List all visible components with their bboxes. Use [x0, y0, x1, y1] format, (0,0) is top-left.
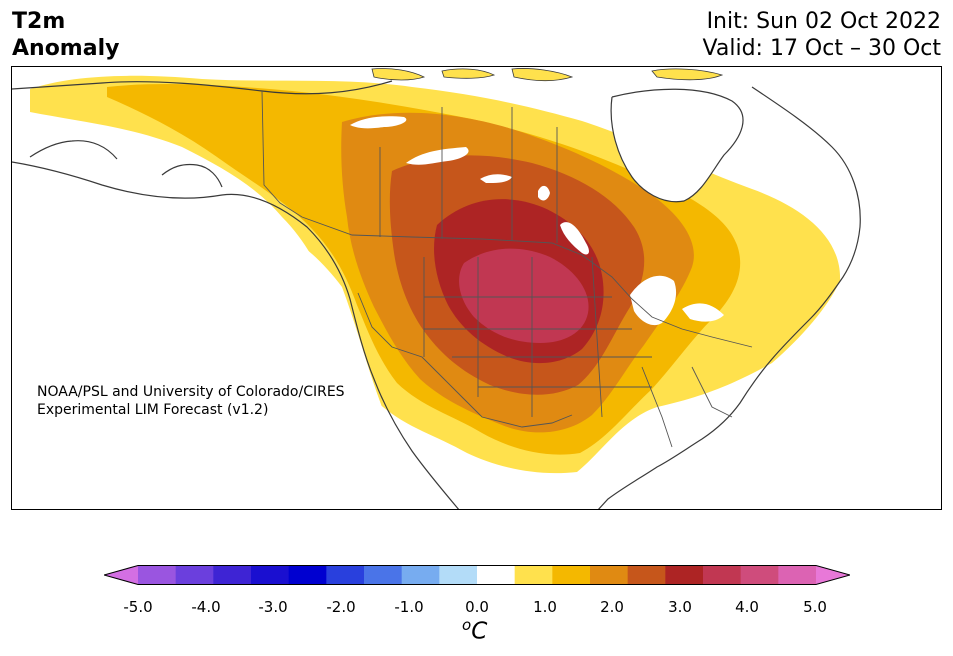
north-america-map-svg: [12, 68, 941, 509]
colorbar-bin: [477, 565, 516, 585]
tick-label: -3.0: [258, 598, 288, 616]
credit-text: NOAA/PSL and University of Colorado/CIRE…: [37, 383, 345, 419]
colorbar-outline: [104, 565, 850, 585]
political-boundaries: [261, 90, 753, 448]
colorbar-bin: [740, 565, 779, 585]
colorbar-bin: [665, 565, 704, 585]
colorbar-bin: [514, 565, 553, 585]
colorbar-bin: [213, 565, 252, 585]
tick-label: -4.0: [191, 598, 221, 616]
tick-label: 1.0: [533, 598, 557, 616]
tick-label: 4.0: [735, 598, 759, 616]
colorbar-bin: [778, 565, 817, 585]
colorbar-bin: [288, 565, 327, 585]
pacific-ocean: [12, 167, 422, 509]
tick-label: 0.0: [465, 598, 489, 616]
colorbar-unit: oC: [462, 616, 487, 645]
tick-label: 5.0: [803, 598, 827, 616]
hudson-bay: [611, 89, 744, 202]
colorbar-bin: [590, 565, 629, 585]
credit-line-1: NOAA/PSL and University of Colorado/CIRE…: [37, 384, 345, 400]
forecast-dates: Init: Sun 02 Oct 2022 Valid: 17 Oct – 30…: [703, 8, 941, 62]
colorbar-bin: [439, 565, 478, 585]
variable-label: T2m: [12, 9, 66, 34]
unit-degree: o: [462, 616, 472, 634]
colorbar-bin: [552, 565, 591, 585]
anomaly-map: [11, 66, 942, 510]
colorbar-bin: [104, 565, 138, 585]
anomaly-label: Anomaly: [12, 36, 120, 61]
colorbar-bin: [703, 565, 742, 585]
colorbar-bin: [138, 565, 177, 585]
colorbar-bin: [251, 565, 290, 585]
tick-label: 2.0: [600, 598, 624, 616]
valid-range: Valid: 17 Oct – 30 Oct: [702, 36, 941, 61]
colorbar-ticks: -5.0 -4.0 -3.0 -2.0 -1.0 0.0 1.0 2.0 3.0…: [0, 598, 953, 618]
great-bear-lake: [350, 116, 407, 129]
tick-label: 3.0: [668, 598, 692, 616]
colorbar-segments: [104, 565, 850, 585]
colorbar-bin: [816, 565, 850, 585]
tick-label: -2.0: [326, 598, 356, 616]
colorbar: [104, 565, 850, 585]
tick-label: -5.0: [123, 598, 153, 616]
credit-line-2: Experimental LIM Forecast (v1.2): [37, 402, 269, 418]
map-title: T2m Anomaly: [12, 8, 119, 62]
colorbar-bin: [627, 565, 666, 585]
lake-athabasca: [480, 174, 512, 183]
great-slave-lake: [406, 147, 469, 165]
coastlines: [12, 80, 861, 509]
colorbar-bin: [401, 565, 440, 585]
colorbar-bin: [175, 565, 214, 585]
colorbar-bin: [364, 565, 403, 585]
contour-3.0: [459, 248, 589, 343]
atlantic-ocean: [843, 223, 941, 509]
init-date: Init: Sun 02 Oct 2022: [706, 9, 941, 34]
unit-symbol: C: [471, 618, 488, 645]
tick-label: -1.0: [394, 598, 424, 616]
lake-winnipeg: [560, 222, 589, 255]
reindeer-lake: [538, 185, 550, 201]
colorbar-bin: [326, 565, 365, 585]
great-lakes: [630, 275, 724, 326]
arctic-islands: [371, 68, 724, 82]
